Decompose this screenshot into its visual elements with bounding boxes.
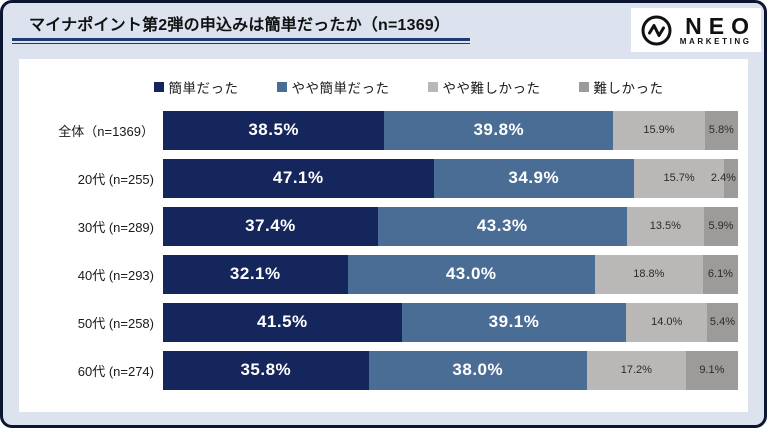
bar-segment: 17.2% bbox=[586, 350, 686, 390]
chart-row: 全体（n=1369） 38.5% 39.8% 15.9% 5.8% bbox=[19, 106, 738, 154]
legend-label: 簡単だった bbox=[168, 81, 239, 96]
page-title: マイナポイント第2弾の申込みは簡単だったか（n=1369） bbox=[29, 17, 451, 34]
segment-value-label: 43.0% bbox=[445, 264, 497, 283]
segment-value-label: 34.9% bbox=[508, 168, 560, 187]
segment-value-label: 13.5% bbox=[649, 220, 681, 232]
row-label: 50代 (n=258) bbox=[77, 315, 154, 331]
segment-value-label: 2.4% bbox=[710, 172, 736, 184]
row-label: 20代 (n=255) bbox=[77, 171, 154, 187]
stacked-bar: 41.5% 39.1% 14.0% 5.4% bbox=[163, 302, 738, 342]
segment-value-label: 6.1% bbox=[707, 268, 733, 280]
segment-value-label: 39.1% bbox=[488, 312, 540, 331]
segment-value-label: 32.1% bbox=[229, 264, 281, 283]
legend-swatch-icon bbox=[427, 82, 438, 92]
bar-segment: 41.5% bbox=[163, 302, 402, 342]
logo-brand: NEO bbox=[685, 12, 756, 39]
bar-segment: 34.9% bbox=[433, 158, 635, 198]
chart-row: 50代 (n=258) 41.5% 39.1% 14.0% 5.4% bbox=[19, 298, 738, 346]
pulse-circle-icon bbox=[640, 14, 673, 47]
legend-item: 難しかった bbox=[578, 77, 664, 97]
logo-sub: MARKETING bbox=[679, 36, 752, 46]
row-label: 全体（n=1369） bbox=[58, 123, 154, 139]
segment-value-label: 47.1% bbox=[272, 168, 324, 187]
bar-segment: 2.4% bbox=[710, 158, 738, 198]
chart-card: 簡単だった やや簡単だった やや難しかった 難しかった 全体（n=1369） 38.5%… bbox=[19, 59, 748, 412]
bar-segment: 43.3% bbox=[377, 206, 627, 246]
bar-segment: 47.1% bbox=[163, 158, 434, 198]
chart-row: 20代 (n=255) 47.1% 34.9% 15.7% 2.4% bbox=[19, 154, 738, 202]
chart-row: 60代 (n=274) 35.8% 38.0% 17.2% 9.1% bbox=[19, 346, 738, 394]
legend-swatch-icon bbox=[276, 82, 287, 92]
segment-value-label: 15.9% bbox=[643, 124, 675, 136]
chart-row: 30代 (n=289) 37.4% 43.3% 13.5% 5.9% bbox=[19, 202, 738, 250]
row-label: 30代 (n=289) bbox=[77, 219, 154, 235]
bar-segment: 15.7% bbox=[634, 158, 725, 198]
stacked-bar: 35.8% 38.0% 17.2% 9.1% bbox=[163, 350, 738, 390]
stacked-bar: 32.1% 43.0% 18.8% 6.1% bbox=[163, 254, 738, 294]
bar-segment: 15.9% bbox=[613, 110, 705, 150]
bar-segment: 38.0% bbox=[368, 350, 587, 390]
logo-text: NEO MARKETING bbox=[679, 14, 752, 46]
bar-segment: 6.1% bbox=[702, 254, 738, 294]
segment-value-label: 43.3% bbox=[476, 216, 528, 235]
bar-segment: 43.0% bbox=[347, 254, 595, 294]
legend-label: 難しかった bbox=[593, 81, 664, 96]
segment-value-label: 35.8% bbox=[240, 360, 292, 379]
stacked-bar: 37.4% 43.3% 13.5% 5.9% bbox=[163, 206, 738, 246]
segment-value-label: 14.0% bbox=[651, 316, 683, 328]
bar-segment: 9.1% bbox=[685, 350, 738, 390]
segment-value-label: 15.7% bbox=[663, 172, 695, 184]
segment-value-label: 18.8% bbox=[633, 268, 665, 280]
bar-segment: 13.5% bbox=[626, 206, 705, 246]
segment-value-label: 9.1% bbox=[699, 364, 725, 376]
chart-row: 40代 (n=293) 32.1% 43.0% 18.8% 6.1% bbox=[19, 250, 738, 298]
legend-label: やや簡単だった bbox=[291, 81, 390, 96]
stacked-bar: 38.5% 39.8% 15.9% 5.8% bbox=[163, 110, 738, 150]
bar-segment: 32.1% bbox=[163, 254, 348, 294]
segment-value-label: 38.0% bbox=[452, 360, 504, 379]
bar-segment: 14.0% bbox=[626, 302, 707, 342]
legend-item: やや難しかった bbox=[427, 77, 541, 97]
chart-legend: 簡単だった やや簡単だった やや難しかった 難しかった bbox=[79, 75, 738, 99]
title-underline-thick bbox=[12, 38, 470, 41]
title-underline-thin bbox=[12, 43, 470, 44]
bar-segment: 39.1% bbox=[401, 302, 627, 342]
bar-segment: 5.9% bbox=[704, 206, 738, 246]
bar-segment: 39.8% bbox=[384, 110, 614, 150]
bar-segment: 35.8% bbox=[163, 350, 369, 390]
legend-label: やや難しかった bbox=[442, 81, 541, 96]
segment-value-label: 5.8% bbox=[708, 124, 734, 136]
bar-segment: 5.8% bbox=[704, 110, 738, 150]
segment-value-label: 5.4% bbox=[709, 316, 735, 328]
segment-value-label: 39.8% bbox=[473, 120, 525, 139]
stacked-bar: 47.1% 34.9% 15.7% 2.4% bbox=[163, 158, 738, 198]
bar-segment: 18.8% bbox=[594, 254, 703, 294]
bar-segment: 37.4% bbox=[163, 206, 378, 246]
legend-swatch-icon bbox=[153, 82, 164, 92]
segment-value-label: 5.9% bbox=[708, 220, 734, 232]
row-label: 60代 (n=274) bbox=[77, 363, 154, 379]
bar-segment: 38.5% bbox=[163, 110, 385, 150]
bar-segment: 5.4% bbox=[706, 302, 738, 342]
segment-value-label: 37.4% bbox=[245, 216, 296, 235]
legend-item: やや簡単だった bbox=[276, 77, 390, 97]
title-block: マイナポイント第2弾の申込みは簡単だったか（n=1369） bbox=[12, 10, 470, 44]
legend-item: 簡単だった bbox=[153, 77, 239, 97]
segment-value-label: 17.2% bbox=[620, 364, 652, 376]
segment-value-label: 38.5% bbox=[248, 120, 300, 139]
stacked-bar-chart: 全体（n=1369） 38.5% 39.8% 15.9% 5.8% 20代 (n=255)… bbox=[19, 106, 738, 394]
legend-swatch-icon bbox=[578, 82, 589, 92]
segment-value-label: 41.5% bbox=[256, 312, 308, 331]
neo-marketing-logo: NEO MARKETING bbox=[630, 8, 761, 52]
row-label: 40代 (n=293) bbox=[77, 267, 154, 283]
